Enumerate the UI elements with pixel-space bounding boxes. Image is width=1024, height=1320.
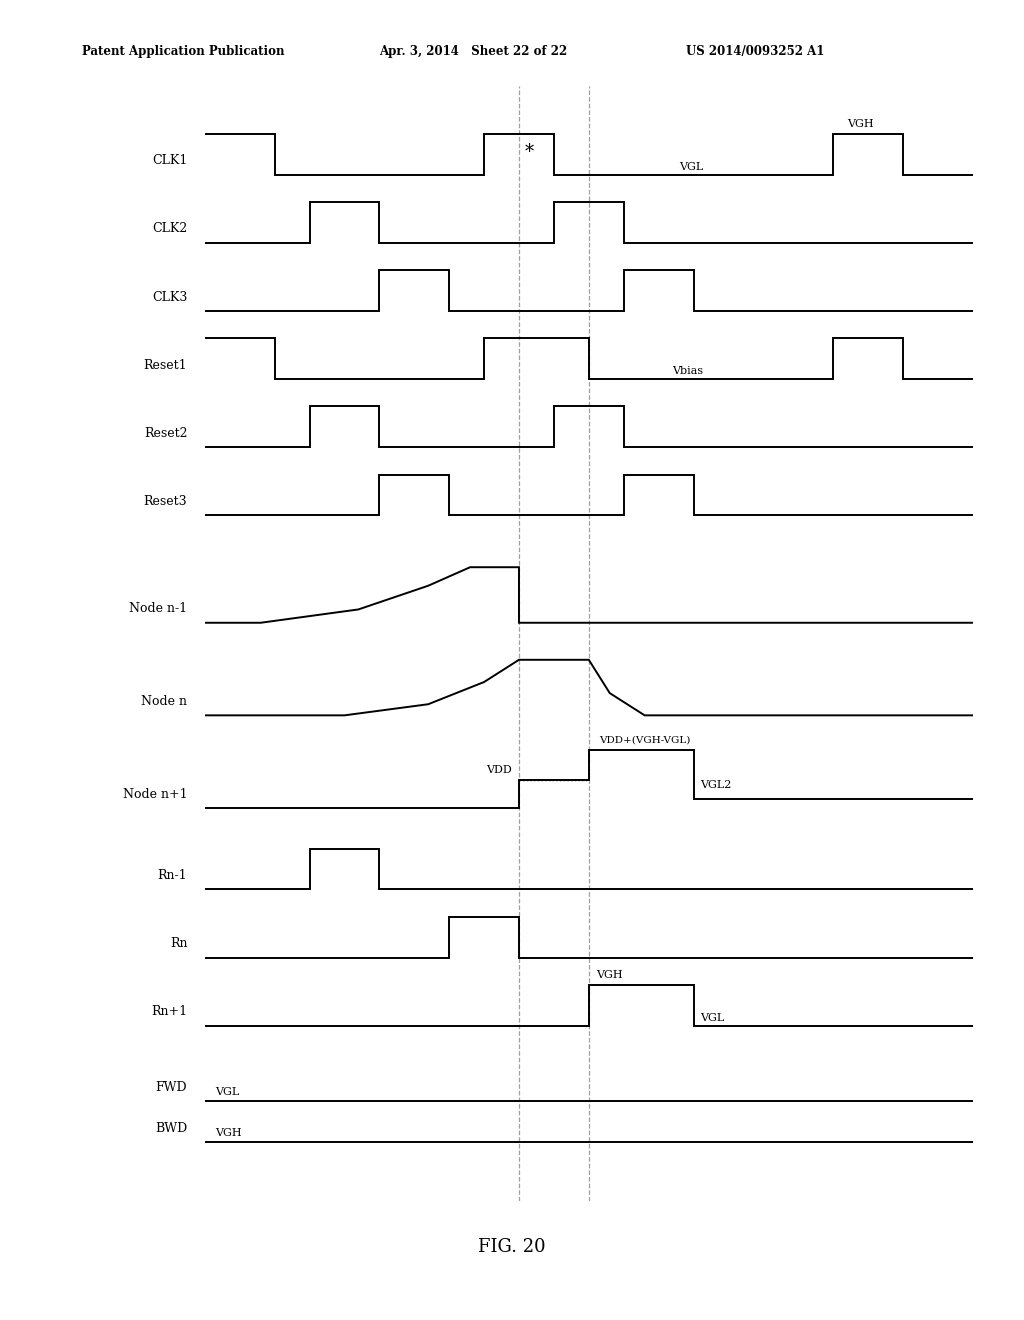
Text: CLK1: CLK1 — [152, 154, 187, 168]
Text: US 2014/0093252 A1: US 2014/0093252 A1 — [686, 45, 824, 58]
Text: Rn: Rn — [170, 937, 187, 950]
Text: Rn+1: Rn+1 — [152, 1006, 187, 1018]
Text: VDD: VDD — [486, 766, 512, 775]
Text: VDD+(VGH-VGL): VDD+(VGH-VGL) — [599, 737, 690, 744]
Text: Node n+1: Node n+1 — [123, 788, 187, 800]
Text: VGL: VGL — [215, 1086, 240, 1097]
Text: VGH: VGH — [215, 1127, 242, 1138]
Text: FIG. 20: FIG. 20 — [478, 1238, 546, 1257]
Text: CLK3: CLK3 — [152, 290, 187, 304]
Text: BWD: BWD — [155, 1122, 187, 1135]
Text: VGL: VGL — [700, 1012, 725, 1023]
Text: *: * — [525, 144, 535, 161]
Text: Vbias: Vbias — [673, 366, 703, 376]
Text: VGL2: VGL2 — [700, 780, 732, 791]
Text: Patent Application Publication: Patent Application Publication — [82, 45, 285, 58]
Text: FWD: FWD — [156, 1081, 187, 1094]
Text: VGH: VGH — [596, 970, 623, 979]
Text: Reset3: Reset3 — [143, 495, 187, 508]
Text: Rn-1: Rn-1 — [158, 869, 187, 882]
Text: Apr. 3, 2014   Sheet 22 of 22: Apr. 3, 2014 Sheet 22 of 22 — [379, 45, 567, 58]
Text: Reset2: Reset2 — [143, 426, 187, 440]
Text: VGL: VGL — [680, 162, 703, 172]
Text: VGH: VGH — [847, 119, 873, 129]
Text: Reset1: Reset1 — [143, 359, 187, 372]
Text: Node n-1: Node n-1 — [129, 602, 187, 615]
Text: CLK2: CLK2 — [153, 222, 187, 235]
Text: Node n: Node n — [141, 694, 187, 708]
